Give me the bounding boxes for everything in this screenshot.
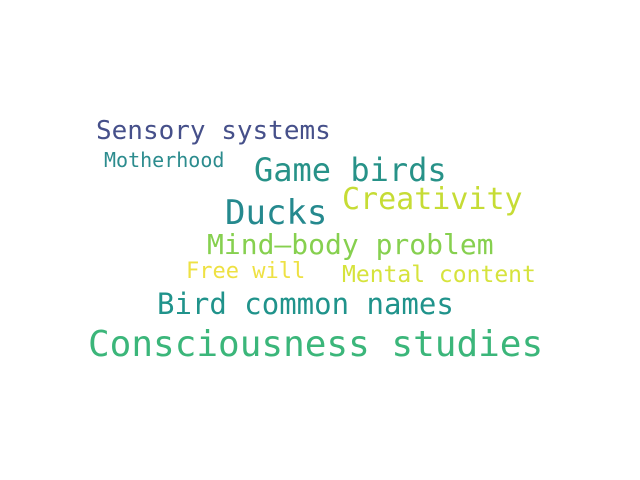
word-game-birds: Game birds: [254, 151, 447, 189]
word-consciousness-studies: Consciousness studies: [88, 324, 544, 365]
word-ducks: Ducks: [225, 193, 328, 233]
word-mental-content: Mental content: [342, 262, 536, 288]
word-free-will: Free will: [186, 259, 306, 284]
word-motherhood: Motherhood: [104, 148, 225, 172]
word-mind-body-problem: Mind–body problem: [207, 228, 494, 261]
word-creativity: Creativity: [342, 182, 523, 217]
word-sensory-systems: Sensory systems: [96, 116, 331, 146]
word-bird-common-names: Bird common names: [157, 287, 454, 321]
